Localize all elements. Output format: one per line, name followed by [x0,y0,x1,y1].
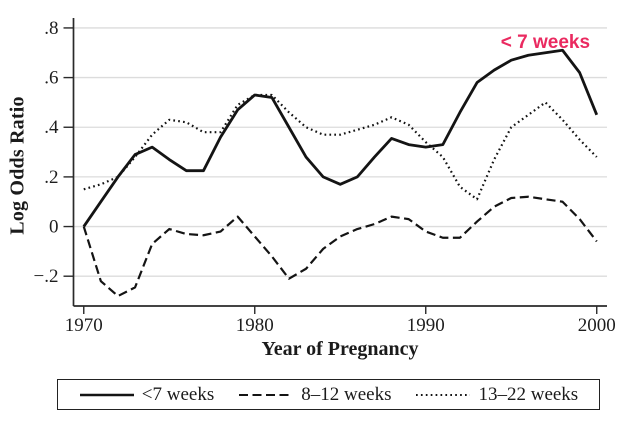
legend-item: <7 weeks [79,385,214,404]
legend-item: 8–12 weeks [238,385,391,404]
legend-sample-dotted-line [416,393,471,396]
legend-box: <7 weeks 8–12 weeks 13–22 weeks [57,379,600,410]
x-axis-title: Year of Pregnancy [261,338,419,360]
y-tick-label: .2 [44,167,58,188]
y-tick-label: 0 [49,217,59,238]
x-tick-label: 1990 [407,315,445,336]
y-tick-label: .6 [44,68,58,89]
y-tick-label: .8 [44,18,58,39]
series-line-solid [82,48,599,228]
x-tick-label: 1970 [65,315,103,336]
y-axis-title: Log Odds Ratio [6,96,29,235]
y-tick-label: −.2 [34,266,59,287]
legend-label: <7 weeks [141,384,215,405]
series-line-dashed [82,195,598,298]
y-tick-label: .4 [44,117,59,138]
legend-sample-dashed-line [239,393,294,396]
legend-sample-solid-line [79,393,134,396]
legend-label: 13–22 weeks [478,384,579,405]
x-tick-label: 1980 [236,315,274,336]
x-tick-label: 2000 [578,315,616,336]
series-annotation: < 7 weeks [500,31,591,53]
series-line-dotted [83,93,598,201]
legend-item: 13–22 weeks [415,385,578,404]
legend-label: 8–12 weeks [301,384,392,405]
